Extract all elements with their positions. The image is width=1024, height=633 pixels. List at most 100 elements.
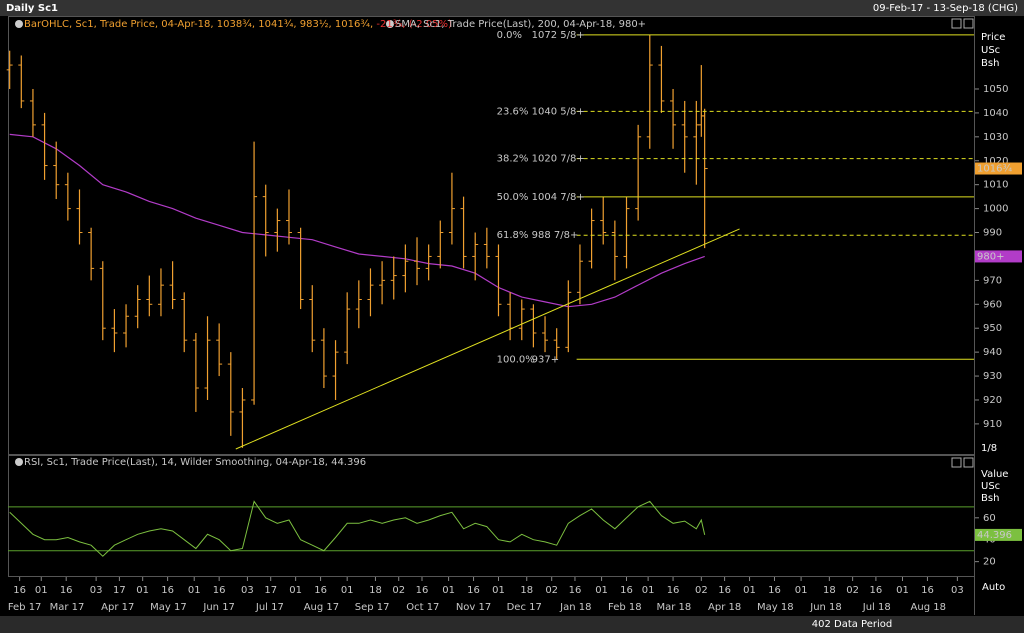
y-tick-label: 1010	[983, 180, 1008, 191]
y-tick-label: 1000	[983, 204, 1008, 215]
y-tick-label: 970	[983, 275, 1002, 286]
x-tick-label: 02	[545, 585, 558, 596]
legend-icon	[386, 20, 394, 28]
month-label: Apr 17	[101, 602, 134, 613]
y-tick-label: 960	[983, 299, 1002, 310]
fib-price: 937+	[532, 354, 559, 365]
y-tick-label: 1030	[983, 132, 1008, 143]
x-tick-label: 17	[113, 585, 126, 596]
month-label: Mar 17	[50, 602, 85, 613]
value-tag	[975, 528, 1022, 541]
panel-title: RSI, Sc1, Trade Price(Last), 14, Wilder …	[24, 457, 366, 468]
x-tick-label: 01	[795, 585, 808, 596]
month-label: Jul 18	[862, 602, 891, 613]
x-tick-label: 18	[369, 585, 382, 596]
x-tick-label: 02	[695, 585, 708, 596]
month-label: Dec 17	[507, 602, 542, 613]
month-label: Apr 18	[708, 602, 741, 613]
axis-title: Bsh	[981, 58, 999, 69]
legend-icon	[15, 458, 23, 466]
scale-note: Auto	[982, 582, 1005, 593]
window-title: Daily Sc1	[6, 3, 58, 14]
restore-button[interactable]	[951, 18, 962, 29]
x-tick-label: 01	[442, 585, 455, 596]
fib-percent: 23.6%	[497, 106, 529, 117]
axis-title: Price	[981, 32, 1005, 43]
x-tick-label: 16	[13, 585, 26, 596]
fib-price: 1004 7/8+	[532, 192, 585, 203]
y-tick-label: 930	[983, 371, 1002, 382]
y-tick-label: 990	[983, 228, 1002, 239]
axis-title: Value	[981, 469, 1008, 480]
month-label: May 18	[757, 602, 794, 613]
legend-icon	[15, 20, 23, 28]
x-tick-label: 03	[951, 585, 964, 596]
x-tick-label: 16	[314, 585, 327, 596]
x-tick-label: 02	[846, 585, 859, 596]
axis-title: USc	[981, 45, 1000, 56]
fib-percent: 0.0%	[497, 30, 522, 41]
legend-entry: SMA, Sc1, Trade Price(Last), 200, 04-Apr…	[395, 19, 646, 30]
status-text: 402 Data Period	[812, 619, 893, 630]
price-tag-label: 980+	[977, 251, 1004, 262]
month-label: Aug 17	[304, 602, 339, 613]
month-label: Mar 18	[657, 602, 692, 613]
value-tag-label: 44.396	[977, 530, 1012, 541]
x-tick-label: 01	[492, 585, 505, 596]
y-tick-label: 1040	[983, 108, 1008, 119]
legend-entry: BarOHLC, Sc1, Trade Price, 04-Apr-18, 10…	[24, 18, 373, 30]
axis-title: Bsh	[981, 493, 999, 504]
status-bar	[0, 616, 1024, 633]
x-tick-label: 16	[569, 585, 582, 596]
month-label: Aug 18	[911, 602, 946, 613]
restore-button[interactable]	[951, 457, 962, 468]
month-label: Sep 17	[355, 602, 390, 613]
x-tick-label: 16	[161, 585, 174, 596]
rsi-line	[9, 500, 706, 557]
close-button[interactable]	[963, 18, 974, 29]
fib-price: 1040 5/8+	[532, 106, 585, 117]
fib-price: 988 7/8+	[532, 230, 579, 241]
y-tick-label: 60	[983, 513, 996, 524]
fib-price: 1072 5/8+	[532, 30, 585, 41]
price-tag	[975, 250, 1022, 263]
sma-line	[9, 133, 705, 308]
x-tick-label: 16	[620, 585, 633, 596]
fib-percent: 38.2%	[497, 154, 529, 165]
fib-percent: 61.8%	[497, 230, 529, 241]
x-tick-label: 16	[416, 585, 429, 596]
legend: BarOHLC, Sc1, Trade Price, 04-Apr-18, 10…	[24, 18, 452, 30]
fib-price: 1020 7/8+	[532, 154, 585, 165]
x-tick-label: 16	[213, 585, 226, 596]
y-tick-label: 910	[983, 419, 1002, 430]
trendline	[235, 228, 740, 450]
y-tick-label: 950	[983, 323, 1002, 334]
x-tick-label: 03	[90, 585, 103, 596]
x-tick-label: 16	[870, 585, 883, 596]
month-label: May 17	[150, 602, 187, 613]
month-label: Jan 18	[559, 602, 591, 613]
x-tick-label: 01	[289, 585, 302, 596]
y-tick-label: 920	[983, 395, 1002, 406]
y-tick-label: 1050	[983, 84, 1008, 95]
x-tick-label: 01	[341, 585, 354, 596]
x-tick-label: 16	[921, 585, 934, 596]
price-tag	[975, 162, 1022, 175]
x-tick-label: 01	[136, 585, 149, 596]
y-tick-label: 940	[983, 347, 1002, 358]
x-tick-label: 18	[823, 585, 836, 596]
y-tick-label: 20	[983, 557, 996, 568]
x-tick-label: 01	[188, 585, 201, 596]
month-label: Feb 17	[8, 602, 42, 613]
month-label: Nov 17	[456, 602, 491, 613]
x-tick-label: 01	[595, 585, 608, 596]
fib-percent: 50.0%	[497, 192, 529, 203]
month-label: Jun 18	[809, 602, 842, 613]
month-label: Feb 18	[608, 602, 642, 613]
price-tag-label: 1016¾	[977, 164, 1012, 175]
title-bar	[0, 0, 1024, 16]
close-button[interactable]	[963, 457, 974, 468]
x-tick-label: 02	[392, 585, 405, 596]
